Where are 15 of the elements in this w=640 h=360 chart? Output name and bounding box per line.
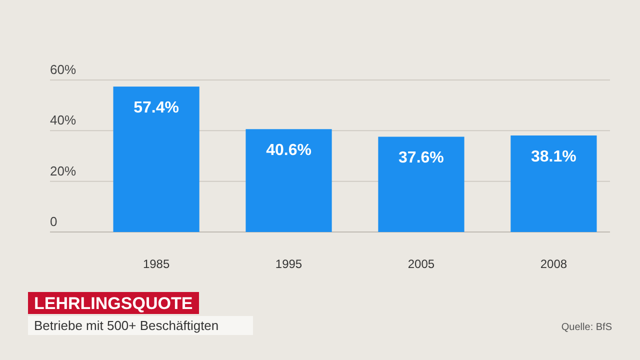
text: Betriebe mit 500+ Beschäftigten: [34, 318, 219, 333]
data-label: 57.4%: [134, 100, 179, 117]
source-note: Quelle: BfS: [561, 322, 612, 333]
x-tick-label: 2008: [540, 257, 568, 271]
data-label: 38.1%: [531, 148, 576, 166]
y-tick-label: 40%: [50, 112, 76, 128]
x-tick-label: 1985: [142, 257, 170, 271]
x-tick-label: 1995: [275, 257, 302, 271]
x-tick-label: 2005: [408, 257, 435, 271]
data-label: 37.6%: [398, 150, 444, 167]
data-label: 40.6%: [266, 142, 312, 160]
y-tick-label: 60%: [50, 62, 76, 77]
y-tick-label: 0: [50, 214, 58, 229]
text: LEHRLINGSQUOTE: [34, 294, 193, 313]
y-tick-label: 20%: [50, 163, 76, 178]
